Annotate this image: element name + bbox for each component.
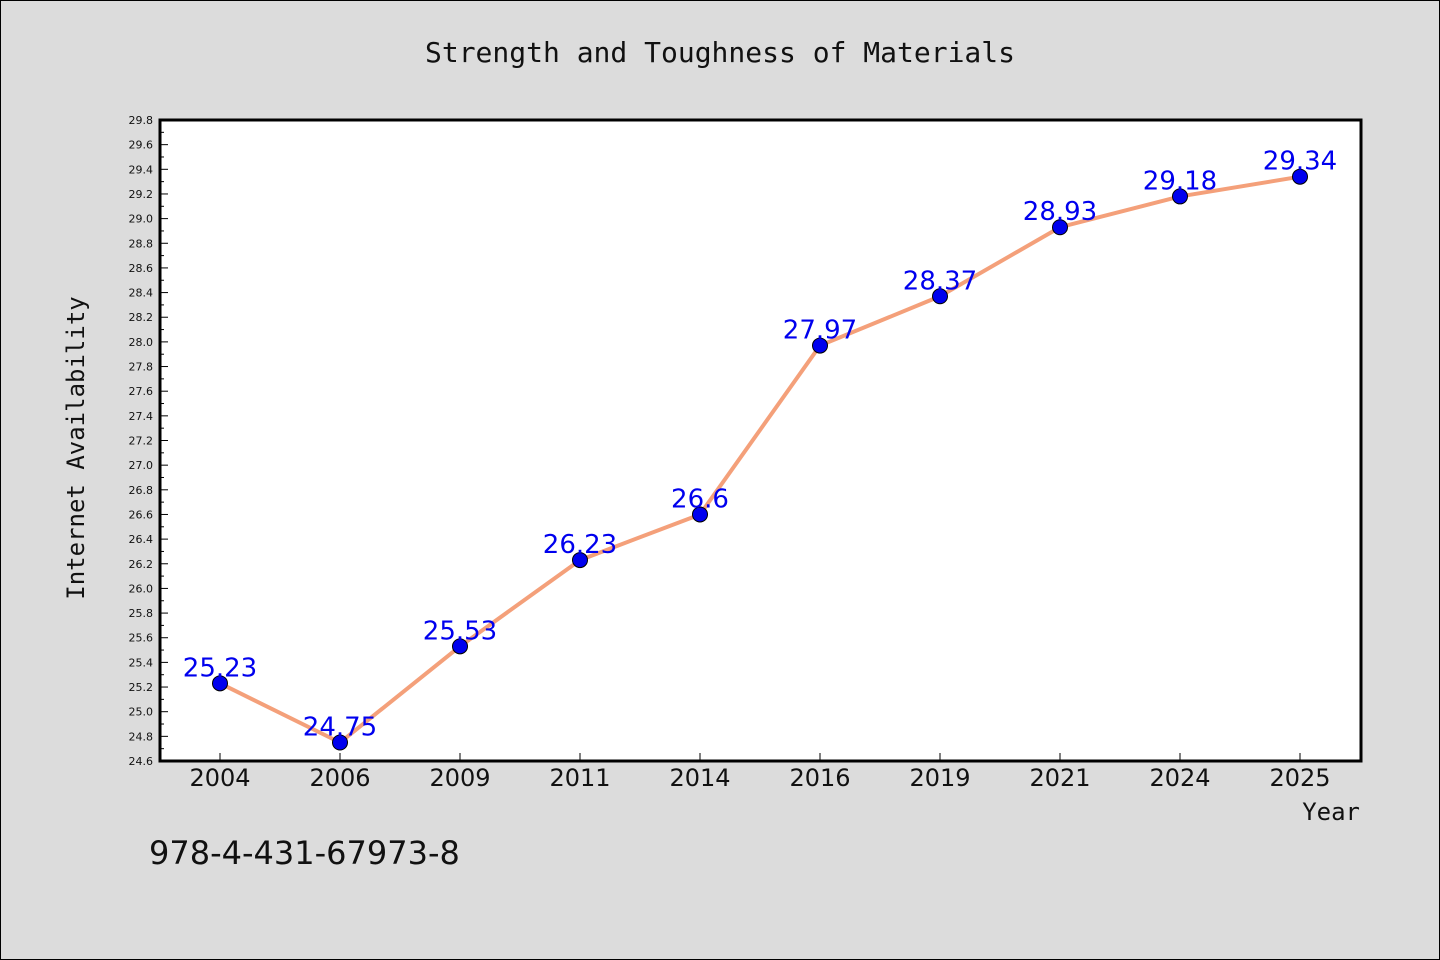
y-tick-label: 28.8 — [129, 237, 154, 250]
y-tick-label: 28.0 — [129, 336, 154, 349]
x-tick-label: 2009 — [429, 764, 490, 792]
data-point — [572, 552, 588, 569]
data-label: 29.34 — [1263, 147, 1337, 177]
chart-title: Strength and Toughness of Materials — [425, 36, 1015, 69]
x-tick-label: 2019 — [909, 764, 970, 792]
series-group: 25.23 24.75 25.53 26.23 26.6 27.97 28.37 28.93 2… — [183, 147, 1337, 751]
footer-code: 978-4-431-67973-8 — [149, 834, 460, 872]
data-label: 25.53 — [423, 616, 497, 646]
plot-area — [158, 118, 1363, 763]
y-tick-label: 25.0 — [129, 706, 154, 719]
x-tick-label: 2024 — [1149, 764, 1210, 792]
x-tick-label: 2004 — [189, 764, 250, 792]
y-tick-label: 26.6 — [129, 508, 154, 521]
data-point — [692, 506, 708, 523]
y-tick-label: 24.6 — [129, 755, 154, 768]
data-label: 28.37 — [903, 266, 977, 296]
y-tick-label: 28.2 — [129, 311, 154, 324]
y-tick-label: 29.6 — [129, 139, 154, 152]
y-tick-label: 28.6 — [129, 262, 154, 275]
x-tick-label: 2021 — [1029, 764, 1090, 792]
data-point — [1292, 168, 1308, 185]
data-point — [812, 337, 828, 354]
data-label: 29.18 — [1143, 166, 1217, 196]
y-axis-label: Internet Availability — [62, 296, 90, 599]
y-tick-label: 29.0 — [129, 213, 154, 226]
series-line — [218, 174, 1302, 745]
y-tick-label: 27.0 — [129, 459, 154, 472]
y-tick-label: 25.4 — [129, 656, 154, 669]
y-tick-label: 27.8 — [129, 361, 154, 374]
y-tick-label: 28.4 — [129, 287, 154, 300]
x-axis: 2004 2006 2009 2011 2014 2016 2019 2021 2024 2025 — [189, 753, 1331, 792]
x-tick-label: 2025 — [1269, 764, 1330, 792]
data-point — [1052, 219, 1068, 236]
data-point — [332, 734, 348, 751]
y-tick-label: 26.0 — [129, 582, 154, 595]
data-label: 24.75 — [303, 713, 377, 743]
y-tick-label: 27.4 — [129, 410, 154, 423]
data-point — [212, 675, 228, 692]
data-label: 27.97 — [783, 316, 857, 346]
data-point — [452, 638, 468, 655]
y-tick-label: 25.6 — [129, 632, 154, 645]
y-tick-label: 26.8 — [129, 484, 154, 497]
data-label: 25.23 — [183, 653, 257, 683]
y-tick-label: 25.8 — [129, 607, 154, 620]
y-tick-label: 25.2 — [129, 681, 154, 694]
y-axis: 24.6 24.8 25.0 25.2 25.4 25.6 25.8 26.0 26.2 26.4… — [129, 114, 168, 768]
data-label: 26.6 — [671, 484, 729, 514]
x-axis-label: Year — [1302, 798, 1360, 826]
x-tick-label: 2016 — [789, 764, 850, 792]
y-tick-label: 27.2 — [129, 435, 154, 448]
y-tick-label: 24.8 — [129, 730, 154, 743]
y-tick-label: 26.2 — [129, 558, 154, 571]
y-tick-label: 29.2 — [129, 188, 154, 201]
data-point — [932, 288, 948, 305]
y-tick-label: 26.4 — [129, 533, 154, 546]
x-tick-label: 2014 — [669, 764, 730, 792]
data-label: 28.93 — [1023, 197, 1097, 227]
y-tick-label: 27.6 — [129, 385, 154, 398]
data-label: 26.23 — [543, 530, 617, 560]
y-tick-label: 29.8 — [129, 114, 154, 127]
data-point — [1172, 188, 1188, 205]
x-tick-label: 2011 — [549, 764, 610, 792]
x-tick-label: 2006 — [309, 764, 370, 792]
y-tick-label: 29.4 — [129, 163, 154, 176]
